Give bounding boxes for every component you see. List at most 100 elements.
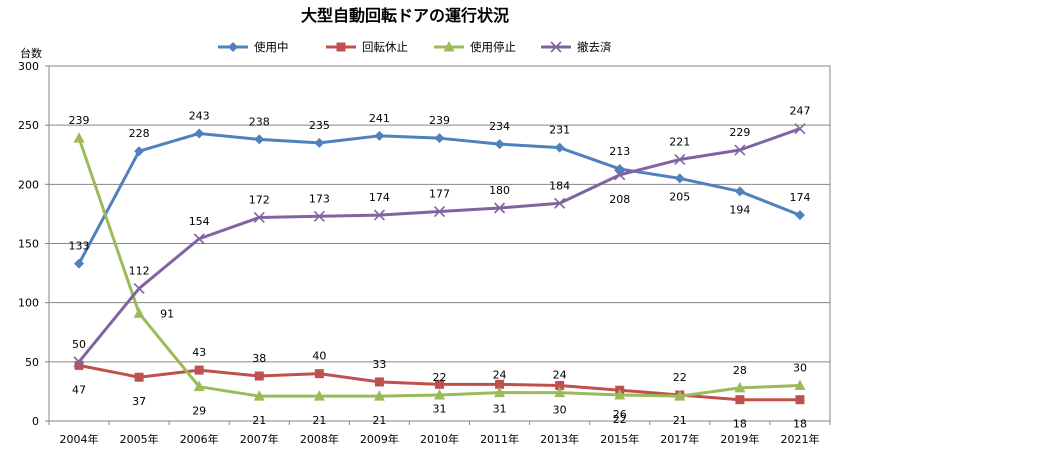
data-label: 22: [673, 371, 687, 384]
data-label: 21: [673, 414, 687, 427]
legend-label: 回転休止: [362, 40, 408, 54]
series-4: 50 112 154 172 173 174 177 180 184 208 221 229 247: [72, 105, 810, 368]
data-label: 43: [192, 346, 206, 359]
data-label: 174: [369, 191, 390, 204]
legend-label: 撤去済: [577, 40, 612, 54]
data-point: [194, 128, 205, 139]
data-label: 247: [789, 105, 810, 118]
data-point: [494, 386, 506, 398]
series-3: 239 91 29 21 21 21 22 24 24 22 21 28 30: [69, 114, 807, 427]
x-tick-label: 2015年: [600, 432, 639, 446]
y-tick-label: 150: [18, 238, 39, 251]
data-label: 231: [549, 124, 570, 137]
data-point: [373, 390, 385, 401]
x-tick-label: 2010年: [420, 432, 459, 446]
x-tick-label: 2011年: [480, 432, 519, 446]
data-label: 112: [129, 264, 150, 277]
x-tick-label: 2021年: [780, 432, 819, 446]
data-label: 24: [493, 369, 507, 382]
series-line: [77, 137, 801, 398]
data-point: [193, 380, 205, 392]
data-point: [435, 379, 444, 389]
data-point: [313, 210, 325, 222]
data-label: 33: [372, 358, 386, 371]
data-label: 21: [312, 414, 326, 427]
legend-marker: [228, 42, 238, 52]
y-tick-label: 250: [18, 119, 39, 132]
y-tick-label: 200: [18, 178, 39, 191]
data-label: 91: [160, 307, 174, 320]
data-point: [734, 381, 746, 393]
data-label: 238: [249, 115, 270, 128]
data-point: [794, 123, 806, 135]
x-tick-label: 2017年: [660, 432, 699, 446]
data-point: [313, 390, 325, 401]
data-label: 172: [249, 193, 270, 206]
data-point: [194, 365, 204, 375]
data-point: [373, 209, 385, 221]
data-label: 221: [669, 135, 690, 148]
legend-item: 使用中: [218, 40, 289, 54]
data-label: 21: [252, 414, 266, 427]
data-label: 26: [613, 408, 627, 421]
data-point: [374, 130, 385, 141]
data-label: 30: [793, 362, 807, 375]
data-label: 18: [733, 418, 747, 431]
data-point: [554, 142, 565, 153]
data-point: [74, 258, 85, 269]
x-tick-label: 2006年: [180, 432, 219, 446]
data-point: [735, 395, 745, 405]
data-label: 50: [72, 338, 86, 351]
data-label: 29: [192, 405, 206, 418]
data-label: 239: [429, 114, 450, 127]
data-label: 22: [613, 413, 627, 426]
data-label: 38: [252, 352, 266, 365]
data-point: [253, 390, 265, 401]
data-point: [734, 186, 745, 197]
data-label: 241: [369, 112, 390, 125]
data-label: 228: [129, 127, 150, 140]
data-point: [74, 360, 84, 370]
legend-item: 撤去済: [541, 40, 612, 54]
y-axis-label: 台数: [20, 46, 42, 60]
data-label: 194: [729, 203, 750, 216]
data-label: 208: [609, 193, 630, 206]
data-label: 133: [69, 240, 90, 253]
data-point: [734, 144, 746, 156]
data-label: 180: [489, 184, 510, 197]
data-point: [73, 356, 85, 368]
data-point: [495, 379, 505, 389]
data-label: 184: [549, 179, 570, 192]
data-point: [795, 395, 805, 405]
x-tick-label: 2009年: [360, 432, 399, 446]
data-point: [433, 205, 446, 218]
data-label: 47: [72, 383, 86, 396]
data-label: 24: [553, 369, 567, 382]
y-tick-label: 100: [18, 297, 39, 310]
legend: 使用中 回転休止 使用停止 撤去済: [218, 40, 612, 54]
y-tick-label: 50: [25, 356, 39, 369]
legend-marker: [550, 41, 562, 53]
data-point: [254, 134, 265, 145]
chart-title: 大型自動回転ドアの運行状況: [301, 6, 509, 25]
data-label: 234: [489, 120, 510, 133]
data-point: [374, 377, 384, 387]
data-label: 18: [793, 418, 807, 431]
data-label: 177: [429, 188, 450, 201]
data-point: [494, 202, 506, 214]
data-label: 243: [189, 109, 210, 122]
data-label: 239: [69, 114, 90, 127]
data-label: 229: [729, 126, 750, 139]
legend-marker: [336, 42, 346, 52]
data-point: [614, 388, 626, 400]
data-point: [674, 390, 686, 401]
data-point: [614, 169, 626, 181]
data-label: 205: [669, 190, 690, 203]
data-point: [134, 146, 145, 157]
data-label: 174: [789, 191, 810, 204]
x-tick-label: 2019年: [720, 432, 759, 446]
legend-label: 使用中: [254, 40, 289, 54]
series-line: [77, 127, 801, 363]
